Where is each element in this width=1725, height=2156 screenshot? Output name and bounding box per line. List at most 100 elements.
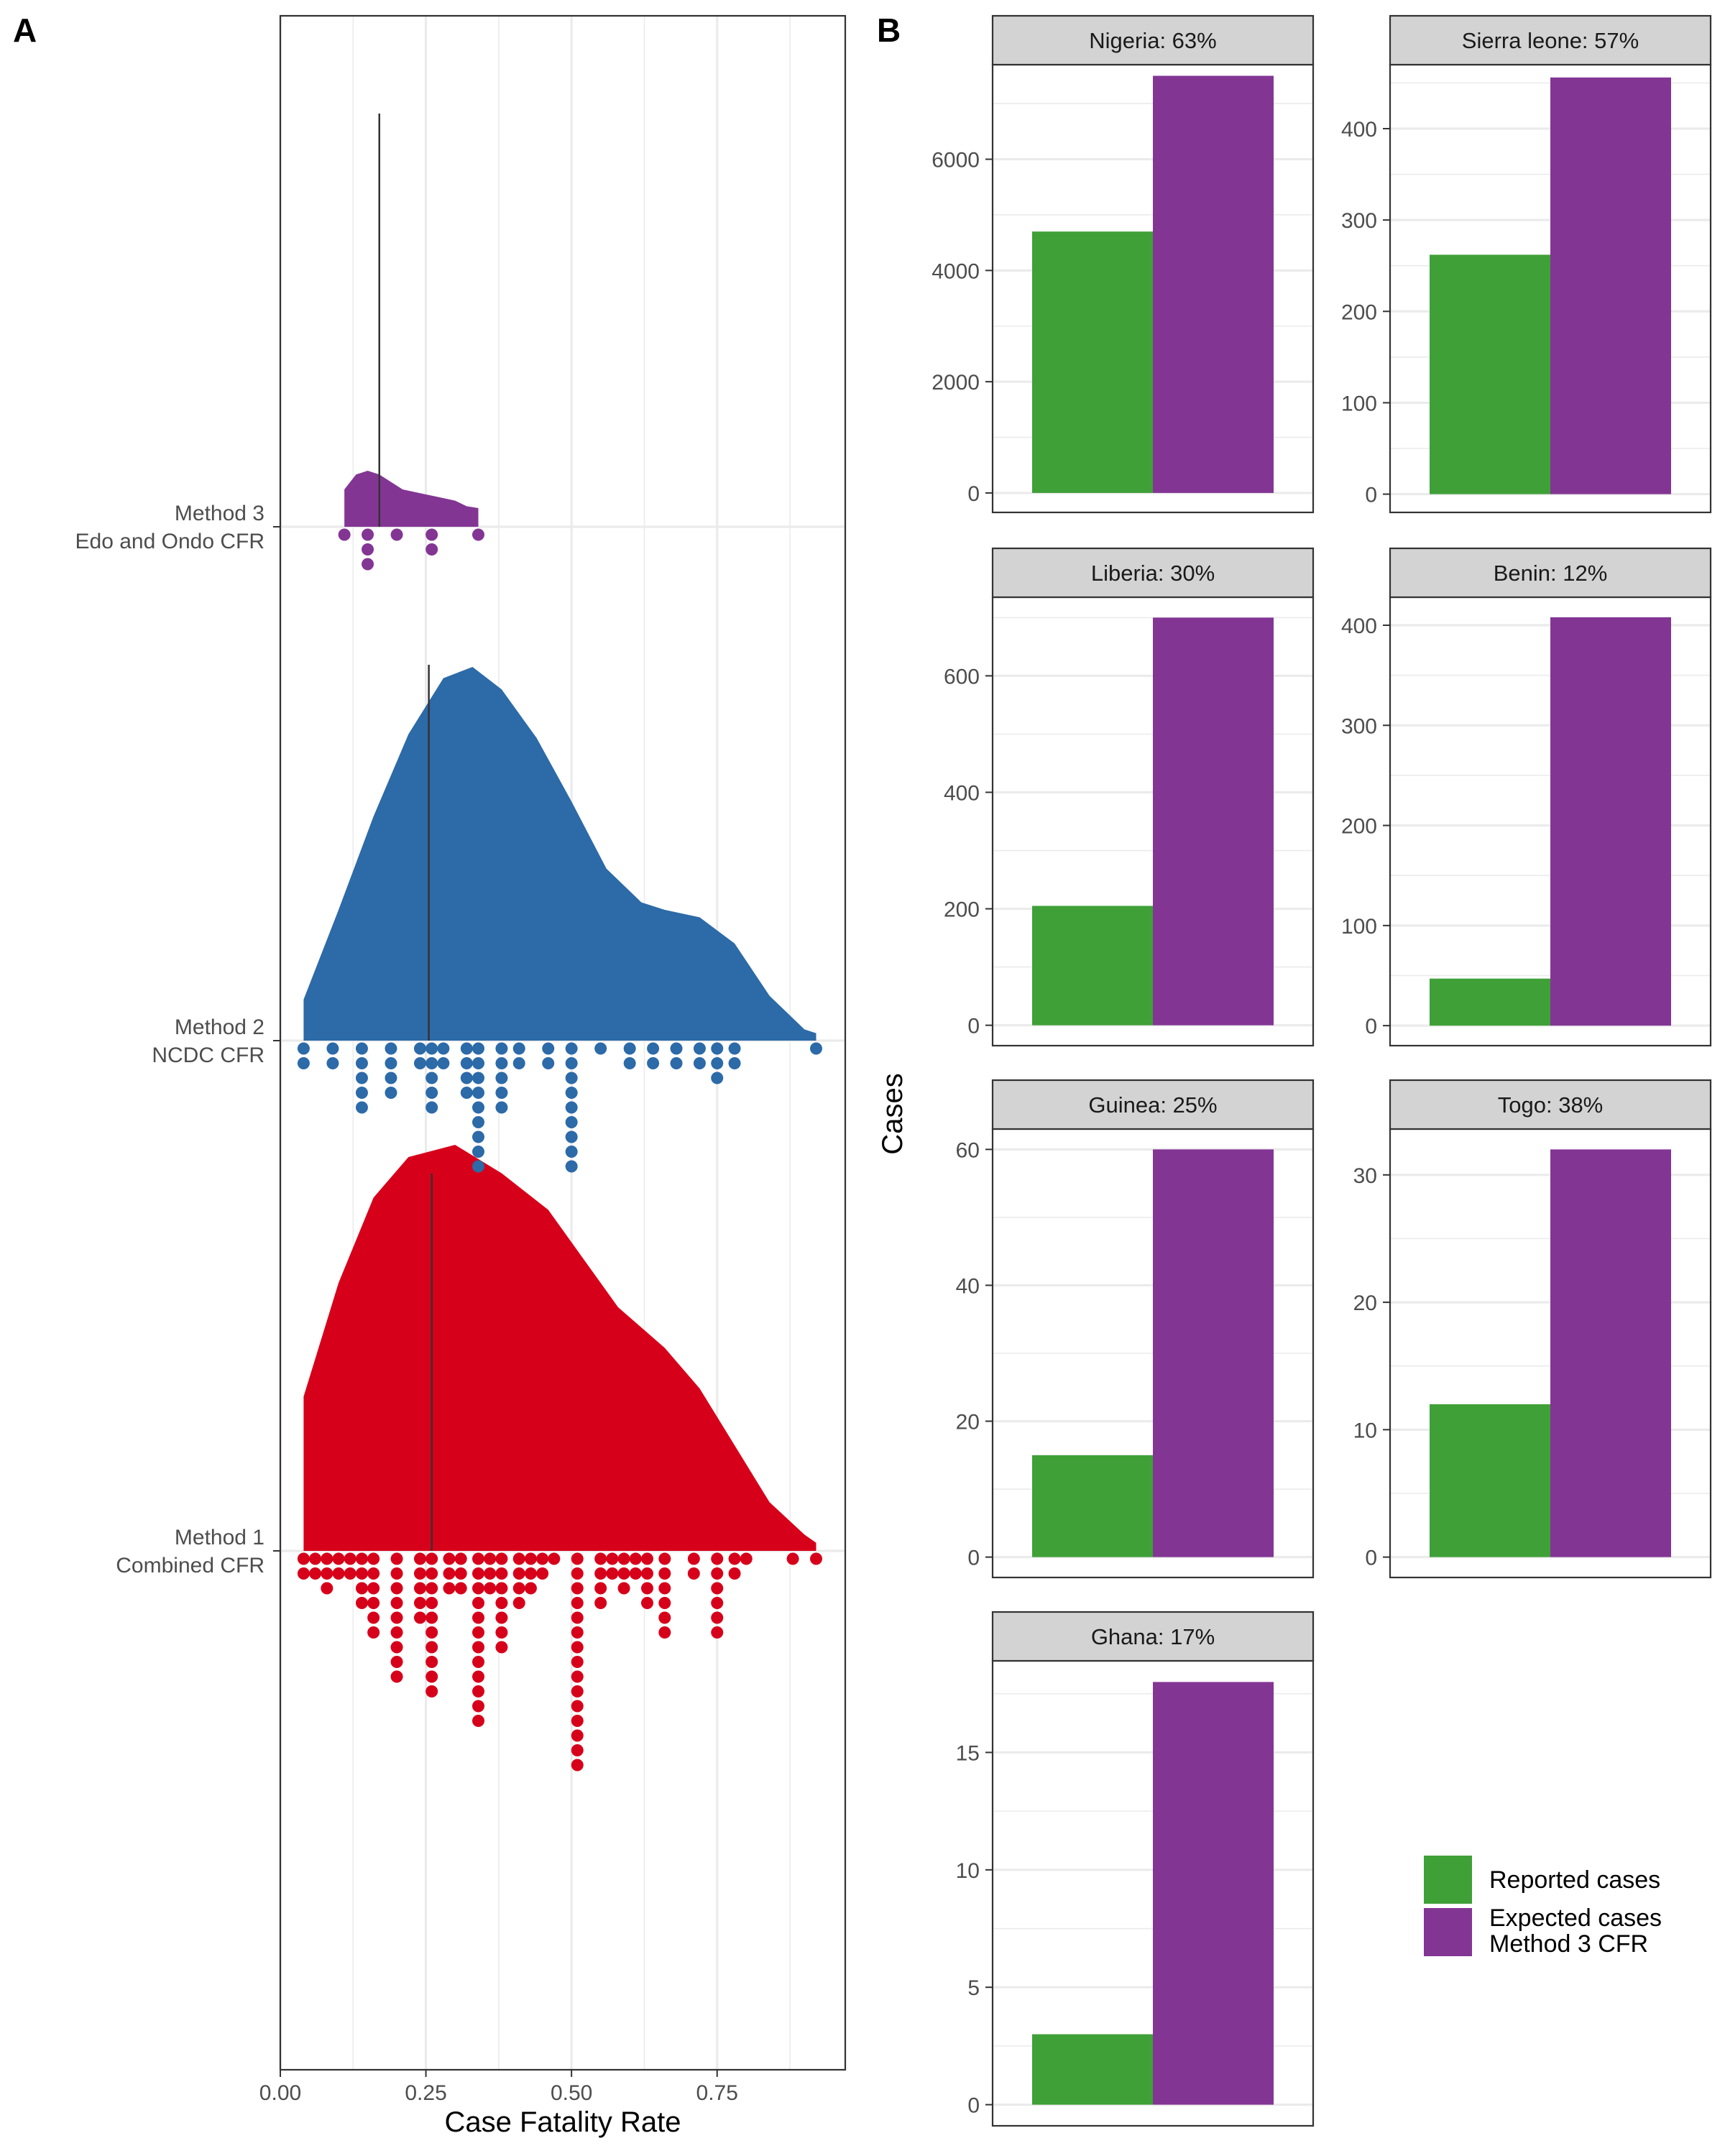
y-tick-label: 100 (1341, 915, 1377, 939)
bar-expected-cases (1153, 1682, 1274, 2105)
dot-method1 (571, 1641, 584, 1654)
dot-method1 (390, 1626, 403, 1639)
plot-border (279, 14, 847, 2071)
bar-expected-cases (1550, 77, 1671, 494)
dot-method1 (512, 1582, 525, 1595)
y-category-label: Edo and Ondo CFR (75, 530, 264, 553)
dot-method1 (297, 1552, 310, 1565)
y-tick-label: 60 (956, 1138, 980, 1162)
dot-method2 (693, 1057, 706, 1069)
dot-method1 (426, 1552, 438, 1565)
dot-method2 (385, 1072, 397, 1084)
dot-method1 (571, 1685, 584, 1697)
dot-method1 (594, 1567, 607, 1580)
y-category-label: Method 1 (175, 1526, 264, 1549)
series-method1 (297, 1145, 822, 1772)
y-tick-label: 5 (967, 1976, 980, 2000)
dot-method1 (355, 1582, 368, 1595)
dot-method1 (413, 1582, 426, 1595)
dot-method1 (571, 1729, 584, 1742)
dot-method1 (606, 1552, 619, 1565)
dot-method1 (390, 1552, 403, 1565)
dot-method1 (571, 1700, 584, 1713)
dot-method1 (367, 1597, 380, 1609)
dot-method1 (536, 1552, 549, 1565)
dot-method1 (390, 1641, 403, 1654)
dot-method1 (571, 1715, 584, 1727)
dot-method2 (495, 1042, 508, 1055)
dot-method1 (472, 1567, 485, 1580)
dot-method2 (355, 1042, 368, 1055)
dot-method1 (571, 1582, 584, 1595)
dot-method1 (711, 1597, 724, 1609)
dot-method1 (571, 1744, 584, 1756)
dot-method1 (571, 1552, 584, 1565)
dot-method1 (413, 1611, 426, 1624)
dot-method1 (617, 1582, 630, 1595)
dot-method2 (437, 1042, 450, 1055)
dot-method1 (711, 1567, 724, 1580)
dot-method1 (390, 1582, 403, 1595)
y-tick-label: 0 (967, 1015, 980, 1038)
dot-method1 (512, 1552, 525, 1565)
y-tick-label: 200 (1341, 300, 1377, 324)
dot-method1 (524, 1552, 537, 1565)
dot-method1 (711, 1626, 724, 1639)
facet-strip (991, 547, 1315, 599)
dot-method1 (390, 1597, 403, 1609)
dot-method1 (413, 1552, 426, 1565)
dot-method1 (472, 1700, 485, 1713)
dot-method1 (786, 1552, 799, 1565)
dot-method1 (321, 1567, 334, 1580)
dot-method3 (426, 528, 438, 541)
legend-label: Reported cases (1489, 1866, 1660, 1894)
facet-strip (1389, 1079, 1712, 1130)
dot-method1 (495, 1611, 508, 1624)
dot-method1 (390, 1611, 403, 1624)
dot-method1 (495, 1552, 508, 1565)
dot-method1 (495, 1626, 508, 1639)
dot-method1 (658, 1552, 671, 1565)
dot-method1 (472, 1641, 485, 1654)
dot-method2 (542, 1042, 555, 1055)
dot-method2 (326, 1057, 339, 1069)
dot-method1 (426, 1597, 438, 1609)
dot-method2 (623, 1057, 636, 1069)
dot-method2 (385, 1042, 397, 1055)
y-tick-label: 10 (956, 1859, 980, 1883)
dot-method1 (390, 1670, 403, 1683)
dot-method1 (426, 1626, 438, 1639)
facet-strip (991, 14, 1315, 66)
dot-method2 (647, 1057, 660, 1069)
dot-method1 (344, 1567, 356, 1580)
dot-method1 (512, 1597, 525, 1609)
bar-expected-cases (1153, 617, 1274, 1026)
dot-method1 (629, 1552, 642, 1565)
dot-method1 (426, 1641, 438, 1654)
dot-method2 (355, 1057, 368, 1069)
dot-method1 (297, 1567, 310, 1580)
y-axis-title: Cases (877, 1073, 908, 1154)
y-tick-label: 200 (944, 898, 980, 922)
dot-method2 (565, 1087, 578, 1099)
legend-key-reported (1424, 1856, 1472, 1904)
plot-background (280, 16, 845, 2070)
dot-method2 (472, 1116, 485, 1128)
dot-method2 (472, 1072, 485, 1084)
dot-method1 (495, 1597, 508, 1609)
dot-method2 (565, 1116, 578, 1128)
dot-method1 (571, 1567, 584, 1580)
dot-method2 (472, 1057, 485, 1069)
dot-method1 (309, 1567, 322, 1580)
x-axis-title: Case Fatality Rate (444, 2106, 681, 2138)
dot-method2 (495, 1101, 508, 1114)
y-tick-label: 0 (967, 1547, 980, 1570)
dot-method2 (413, 1042, 426, 1055)
dot-method1 (524, 1567, 537, 1580)
dot-method2 (565, 1057, 578, 1069)
legend-label: Method 3 CFR (1489, 1930, 1648, 1958)
dot-method1 (571, 1656, 584, 1668)
facet-1: Sierra leone: 57% 0 100 200 300 400 (1341, 14, 1712, 514)
facet-title: Guinea: 25% (1088, 1092, 1217, 1118)
dot-method2 (385, 1087, 397, 1099)
